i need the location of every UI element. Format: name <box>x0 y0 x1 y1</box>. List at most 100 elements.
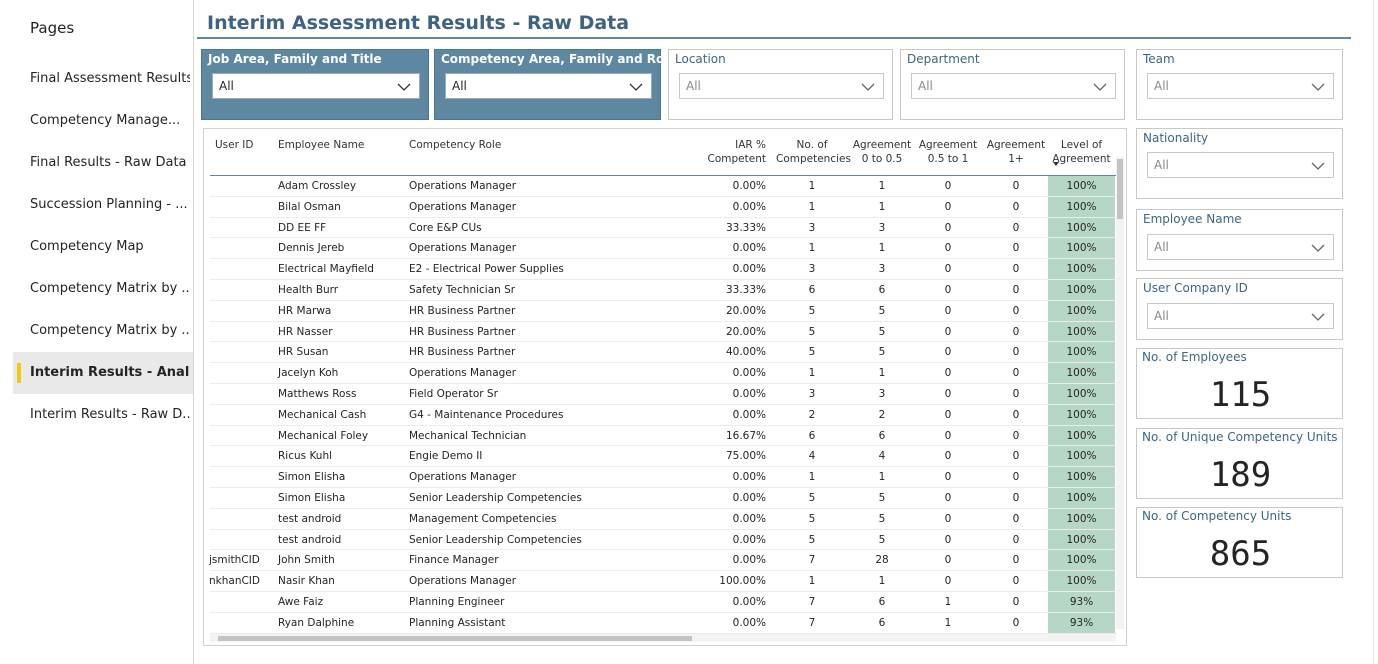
slicer[interactable]: Team All <box>1136 49 1343 120</box>
page-tab[interactable]: Competency Matrix by ... <box>13 310 193 352</box>
table-cell: 0 <box>1012 616 1020 629</box>
table-cell: 0 <box>944 284 952 296</box>
slicer[interactable]: Job Area, Family and Title All <box>201 49 429 120</box>
column-header[interactable]: Agreement 0 to 0.5 <box>852 139 912 165</box>
column-header[interactable]: User ID <box>215 139 254 151</box>
chevron <box>1311 83 1325 91</box>
table-cell: 0.00% <box>732 367 766 380</box>
table-cell: 0 <box>944 325 952 338</box>
table-cell: 100% <box>1066 429 1097 442</box>
slicer[interactable]: Nationality All <box>1136 128 1343 199</box>
table-cell: 0 <box>944 367 952 380</box>
slicer-value: All <box>918 79 933 93</box>
table-cell: 1 <box>878 180 886 192</box>
table-cell: 1 <box>808 180 816 192</box>
horizontal-scroll-thumb[interactable] <box>218 636 692 641</box>
kpi-card: No. of Employees 115 <box>1136 348 1343 419</box>
table-cell: 0 <box>944 575 952 588</box>
table-cell: 0 <box>1012 408 1020 421</box>
table-cell: 0 <box>1012 512 1020 525</box>
column-header[interactable]: Agreement 0.5 to 1 <box>918 139 978 165</box>
table-cell: 100% <box>1066 325 1097 338</box>
page-tab-label: Competency Manage... <box>30 113 181 128</box>
slicer-dropdown[interactable]: All <box>1147 73 1334 99</box>
row-separator <box>210 570 1117 572</box>
table-cell: 1 <box>878 242 886 255</box>
slicer-label: User Company ID <box>1143 281 1248 295</box>
slicer[interactable]: User Company ID All <box>1136 278 1343 340</box>
table-cell: 100% <box>1066 263 1097 276</box>
slicer[interactable]: Location All <box>668 49 893 120</box>
page-tab[interactable]: Competency Map <box>13 226 193 268</box>
table-cell: 0 <box>1012 575 1020 588</box>
slicer-dropdown[interactable]: All <box>911 73 1116 99</box>
column-header[interactable]: IAR % Competent <box>707 139 766 165</box>
table-cell: 40.00% <box>725 346 766 359</box>
slicer-dropdown[interactable]: All <box>212 73 420 99</box>
row-separator <box>210 507 1117 509</box>
slicer[interactable]: Competency Area, Family and Role All <box>434 49 676 120</box>
table-cell: 100% <box>1066 388 1097 400</box>
table-cell: 0 <box>944 471 952 484</box>
column-header[interactable]: Agreement 1+ <box>986 139 1046 165</box>
table-cell: 0 <box>1012 221 1020 234</box>
table-cell: 0 <box>1012 346 1020 359</box>
table-cell: 93% <box>1069 596 1094 608</box>
row-separator <box>210 445 1117 447</box>
level-cell-bg <box>1048 196 1115 218</box>
page-tab[interactable]: Competency Matrix by ... <box>13 268 193 310</box>
table-cell: 4 <box>878 450 886 463</box>
table-cell: 1 <box>878 575 886 588</box>
slicer[interactable]: Department All <box>900 49 1125 120</box>
table-cell: 7 <box>808 596 816 608</box>
page-tab-label: Succession Planning - ... <box>30 197 188 212</box>
slicer-dropdown[interactable]: All <box>1147 152 1334 178</box>
level-cell-bg <box>1048 176 1115 197</box>
row-separator <box>210 320 1117 322</box>
table-cell: Health Burr <box>278 284 339 296</box>
table-cell: Dennis Jereb <box>278 242 345 255</box>
table-cell: 5 <box>808 304 816 317</box>
page-tab-label: Competency Matrix by ... <box>30 323 190 338</box>
column-header[interactable]: Competency Role <box>409 139 502 151</box>
chevron <box>1311 244 1325 252</box>
slicer-dropdown[interactable]: All <box>445 73 652 99</box>
chevron <box>397 83 411 91</box>
level-cell-bg <box>1048 384 1115 405</box>
row-separator <box>210 591 1117 592</box>
table-cell: 100% <box>1066 221 1097 234</box>
table-cell: 1 <box>944 616 952 629</box>
table-cell: 0.00% <box>732 200 766 213</box>
table-cell: Planning Assistant <box>409 616 506 629</box>
table-cell: 0 <box>944 554 952 567</box>
page-tab[interactable]: Final Assessment Results <box>13 58 193 100</box>
table-cell: Operations Manager <box>409 180 517 192</box>
title-underline <box>197 37 1351 39</box>
slicer-dropdown[interactable]: All <box>1147 234 1334 260</box>
right-divider <box>1373 0 1374 664</box>
table-cell: 5 <box>878 304 886 317</box>
table-visual: User ID Employee Name Competency Role IAR %… <box>203 128 1127 646</box>
column-header[interactable]: Level of Agreement <box>1052 139 1111 165</box>
table-cell: 93% <box>1069 616 1094 629</box>
page-tab[interactable]: Final Results - Raw Data <box>13 142 193 184</box>
level-cell-bg <box>1048 529 1115 551</box>
vertical-scroll-thumb[interactable] <box>1117 159 1123 219</box>
table-cell: 0 <box>1012 492 1020 504</box>
table-cell: 0 <box>1012 554 1020 567</box>
table-cell: Planning Engineer <box>409 596 505 608</box>
column-header[interactable]: Employee Name <box>278 139 365 151</box>
slicer-dropdown[interactable]: All <box>679 73 884 99</box>
page-tab[interactable]: Succession Planning - ... <box>13 184 193 226</box>
page-tab[interactable]: Interim Results - Raw D... <box>13 394 193 436</box>
table-cell: Senior Leadership Competencies <box>409 492 582 504</box>
page-tab[interactable]: Interim Results - Anal... <box>13 352 193 394</box>
page-tab[interactable]: Competency Manage... <box>13 100 193 142</box>
column-header[interactable]: No. of Competencies <box>776 139 851 165</box>
table-cell: 5 <box>878 533 886 546</box>
table-cell: 100% <box>1066 367 1097 380</box>
table-cell: 5 <box>808 512 816 525</box>
table-cell: John Smith <box>278 554 335 567</box>
slicer[interactable]: Employee Name All <box>1136 209 1343 271</box>
slicer-dropdown[interactable]: All <box>1147 303 1334 329</box>
